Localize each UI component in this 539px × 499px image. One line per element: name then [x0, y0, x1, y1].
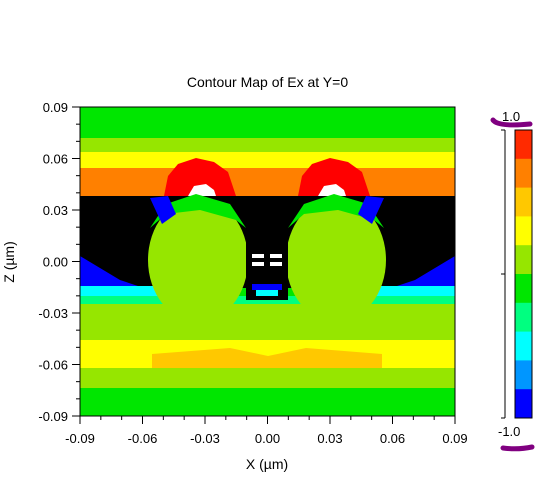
hot-spot-right	[298, 158, 370, 196]
colorbar-swatch	[515, 187, 532, 217]
lobe-left-green-rim	[150, 194, 246, 228]
colorbar-swatch	[515, 302, 532, 333]
hot-spot-left	[164, 158, 236, 196]
colorbar-min-label: -1.0	[498, 424, 520, 439]
gap-white-3	[252, 262, 264, 266]
x-tick-label: 0.00	[255, 431, 280, 446]
x-tick-label: -0.06	[128, 431, 158, 446]
gap-blue	[252, 284, 282, 290]
lobe-right-blue-edge	[358, 196, 384, 224]
lower-orange-wave	[152, 348, 382, 370]
plot-area	[80, 107, 455, 416]
lobe-left	[148, 198, 248, 322]
colorbar	[501, 129, 533, 419]
right-cyan-band	[365, 286, 455, 298]
left-cyan-band	[80, 286, 170, 298]
orange-band	[80, 168, 455, 196]
y-tick-label: 0.06	[43, 152, 68, 167]
gap-cyan	[256, 290, 278, 296]
x-tick-label: 0.06	[380, 431, 405, 446]
x-axis-title: X (µm)	[246, 456, 288, 472]
y-axis: 0.09 0.06 0.03 0.00 -0.03 -0.06 -0.09	[38, 100, 80, 424]
white-peak-left	[188, 184, 216, 196]
upper-yellow-band	[80, 152, 455, 172]
y-tick-label: -0.06	[38, 358, 68, 373]
x-tick-label: -0.03	[190, 431, 220, 446]
lobe-right-green-rim	[288, 194, 384, 228]
gap-white-4	[270, 262, 282, 266]
y-tick-label: 0.09	[43, 100, 68, 115]
x-tick-label: -0.09	[65, 431, 95, 446]
gap-white-1	[252, 254, 264, 258]
chart-title: Contour Map of Ex at Y=0	[186, 74, 349, 90]
colorbar-swatch	[515, 216, 532, 246]
lobe-right	[286, 198, 386, 322]
colorbar-swatch	[515, 245, 532, 275]
colorbar-swatch	[515, 360, 532, 390]
colorbar-swatch	[515, 389, 532, 419]
y-axis-title: Z (µm)	[1, 241, 17, 283]
y-tick-label: -0.09	[38, 409, 68, 424]
colorbar-swatch	[515, 158, 532, 189]
lower-mint-band	[80, 296, 455, 306]
lower-lightgreen-band	[80, 304, 455, 342]
y-tick-label: 0.00	[43, 255, 68, 270]
lobe-left-blue-edge	[150, 196, 176, 224]
x-tick-label: 0.03	[317, 431, 342, 446]
bottom-lightgreen-band	[80, 368, 455, 388]
gap-white-2	[270, 254, 282, 258]
colorbar-min-marker	[500, 444, 535, 452]
colorbar-swatch	[515, 130, 532, 160]
y-tick-label: 0.03	[43, 203, 68, 218]
x-axis: -0.09 -0.06 -0.03 0.00 0.03 0.06 0.09	[65, 416, 468, 446]
white-peak-right	[318, 184, 346, 196]
colorbar-swatch	[515, 274, 532, 304]
colorbar-frame	[514, 129, 533, 419]
y-tick-label: -0.03	[38, 306, 68, 321]
colorbar-max-marker	[490, 117, 533, 128]
colorbar-max-label: 1.0	[502, 109, 520, 124]
colorbar-swatch	[515, 331, 532, 361]
x-tick-label: 0.09	[442, 431, 467, 446]
